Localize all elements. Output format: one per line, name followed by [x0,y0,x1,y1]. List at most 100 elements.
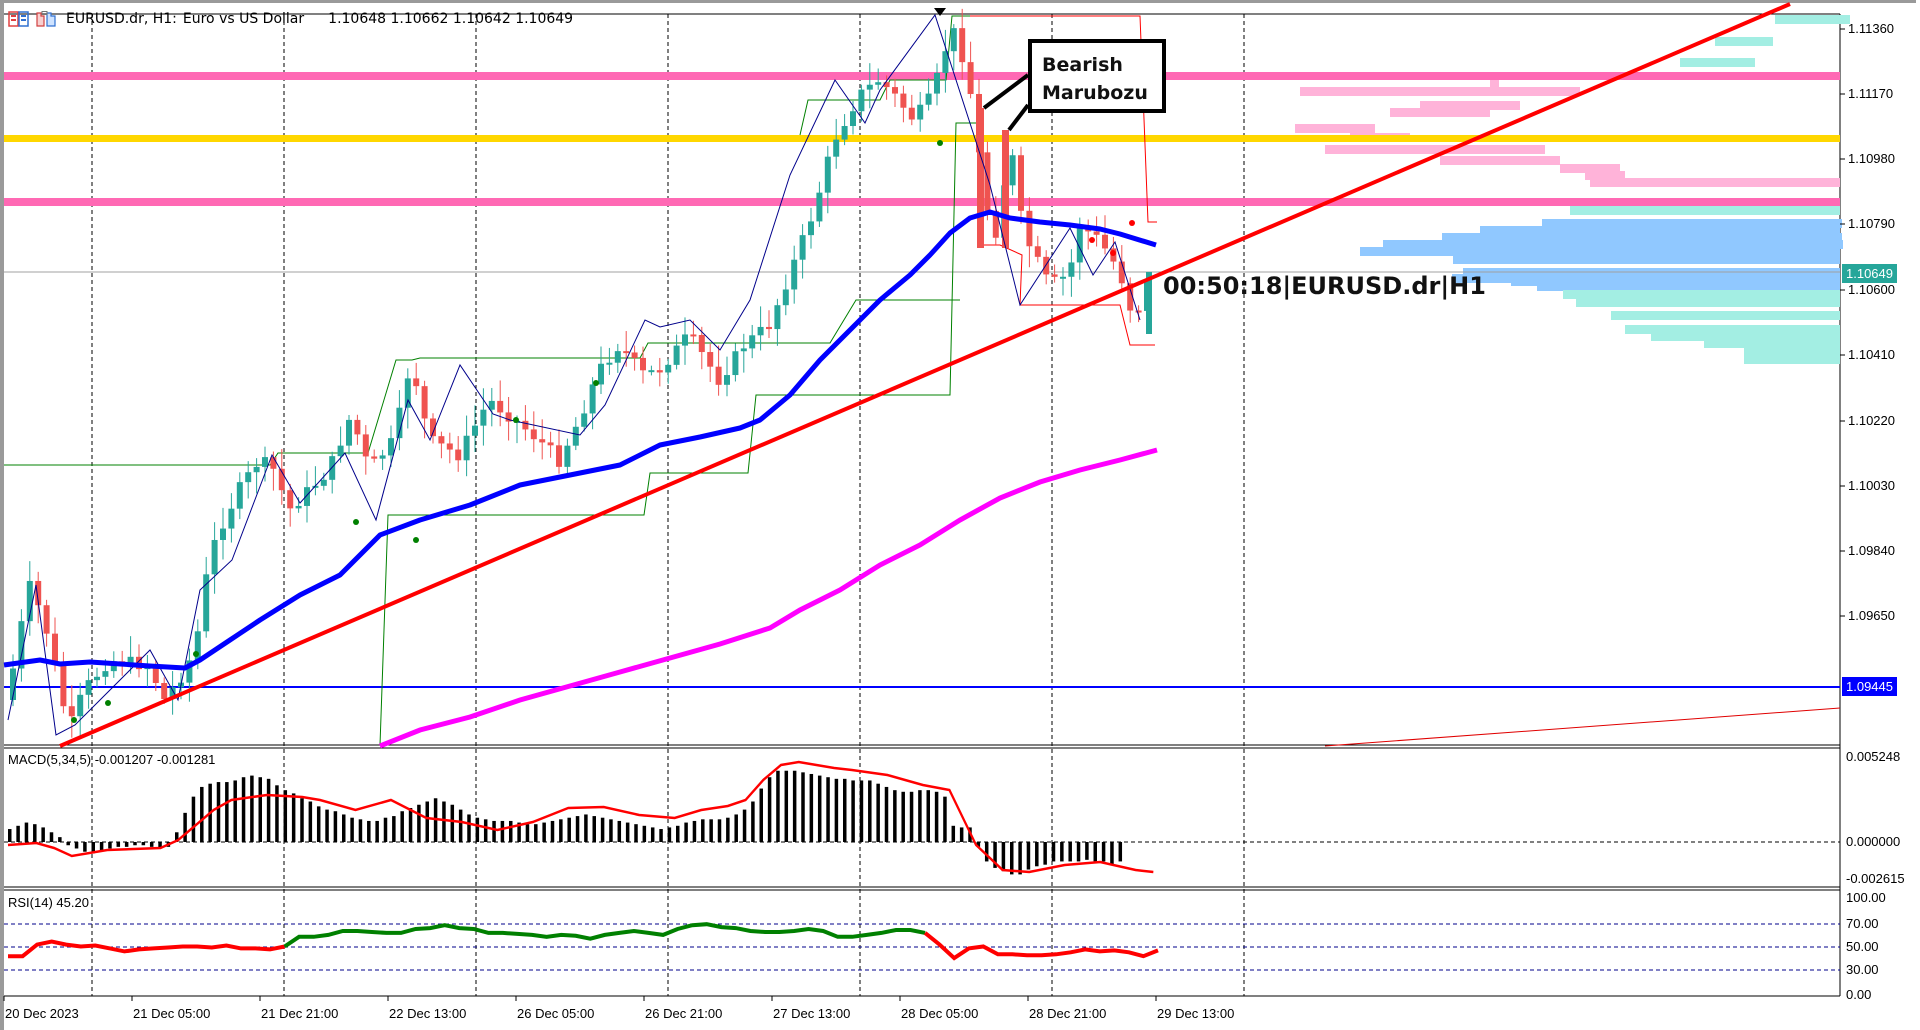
macd-tick-label: -0.002615 [1846,871,1905,886]
templates-icon[interactable] [36,11,58,27]
bearish-candle [992,210,999,238]
bullish-candle [1076,228,1083,263]
bearish-candle [438,436,445,444]
poc-line [4,135,1840,142]
macd-histogram-bar [450,804,455,842]
macd-histogram-bar [550,820,555,842]
channel-lower-step [379,122,981,746]
time-tick-label: 22 Dec 13:00 [389,1006,467,1021]
macd-histogram-bar [467,814,471,842]
fractal-dot [413,537,419,543]
macd-histogram-bar [291,793,296,842]
volume-profile-bar [1651,332,1840,341]
bearish-candle [656,370,663,373]
macd-histogram-bar [417,804,421,842]
bullish-candle [942,51,949,73]
fractal-dot [1110,250,1116,256]
rsi-tick-label: 70.00 [1846,916,1879,931]
bearish-candle [908,107,915,120]
macd-histogram-bar [225,782,229,842]
volume-profile-bar [1542,219,1842,228]
bullish-candle [18,621,25,669]
bearish-candle [623,351,630,354]
bearish-candle [354,419,361,435]
annotation-pointer [982,73,1030,110]
chart-window-icon[interactable] [8,11,30,27]
volume-profile-bar [1611,311,1840,320]
macd-histogram-bar [751,801,755,842]
macd-histogram-bar [1068,842,1072,862]
bearish-candle [1026,210,1033,247]
current-price-tag: 1.10649 [1842,264,1897,283]
macd-histogram-bar [191,796,196,842]
macd-histogram-bar [884,786,889,842]
bullish-candle [934,72,940,94]
time-tick-label: 26 Dec 05:00 [517,1006,595,1021]
macd-histogram-bar [642,825,647,842]
bullish-candle [388,438,394,456]
macd-histogram-bar [283,790,288,842]
bullish-candle [648,370,655,373]
bullish-candle [186,660,193,683]
bullish-candle [673,345,680,365]
chart-title-bar: EURUSD.dr, H1: Euro vs US Dollar 1.10648… [8,4,573,34]
macd-histogram-bar [659,829,663,842]
bullish-candle [866,84,873,90]
macd-histogram-bar [400,811,404,842]
bearish-candle [1051,274,1058,277]
bullish-candle [211,539,218,575]
rsi-tick-label: 100.00 [1846,890,1886,905]
bullish-candle [875,82,882,85]
bullish-candle [102,671,109,677]
time-tick-label: 28 Dec 05:00 [901,1006,979,1021]
macd-histogram-bar [124,842,129,847]
fractal-dot [193,651,199,657]
bullish-candle [808,221,814,236]
macd-histogram-bar [650,827,655,842]
moving-average-slow [379,447,1158,749]
macd-histogram-bar [475,817,480,842]
volume-profile-bar [1585,171,1625,180]
macd-histogram-bar [425,801,429,842]
volume-profile-bar [1537,282,1840,291]
macd-histogram-bar [1001,842,1006,872]
macd-histogram-bar [442,801,446,842]
bearish-candle [161,683,168,700]
bullish-candle [253,466,260,473]
macd-histogram-bar [1101,842,1106,862]
ascending-trendline [59,2,1791,748]
macd-histogram-bar [767,777,772,842]
bearish-candle [43,605,50,634]
time-tick-label: 21 Dec 05:00 [133,1006,211,1021]
volume-profile-bar [1390,108,1490,117]
price-tick-label: 1.10980 [1848,151,1895,166]
macd-histogram-bar [525,824,530,842]
macd-histogram-bar [776,770,780,842]
bearish-candle [892,87,898,94]
macd-histogram-bar [1026,842,1031,870]
bullish-candle [312,485,319,488]
bullish-candle [740,348,747,352]
macd-histogram-bar [91,842,95,854]
macd-signal-line [7,760,1154,874]
price-tick-label: 1.10790 [1848,216,1895,231]
macd-histogram-bar [1043,842,1047,865]
volume-profile-bar [1560,164,1620,173]
macd-histogram-bar [909,791,914,842]
bullish-candle [1068,262,1075,277]
macd-histogram-bar [859,780,864,842]
bullish-candle [295,505,302,509]
bullish-candle [110,661,117,672]
bullish-candle [724,375,730,385]
macd-histogram-bar [300,798,304,842]
bearish-candle [766,326,772,330]
macd-histogram-bar [625,822,630,842]
bullish-candle [1060,276,1066,279]
macd-histogram-bar [1110,842,1114,865]
volume-profile-bar [1480,226,1840,235]
bearish-candle [522,420,529,430]
macd-histogram-bar [1118,842,1123,862]
bullish-candle [404,378,411,408]
price-tick-label: 1.10600 [1848,282,1895,297]
